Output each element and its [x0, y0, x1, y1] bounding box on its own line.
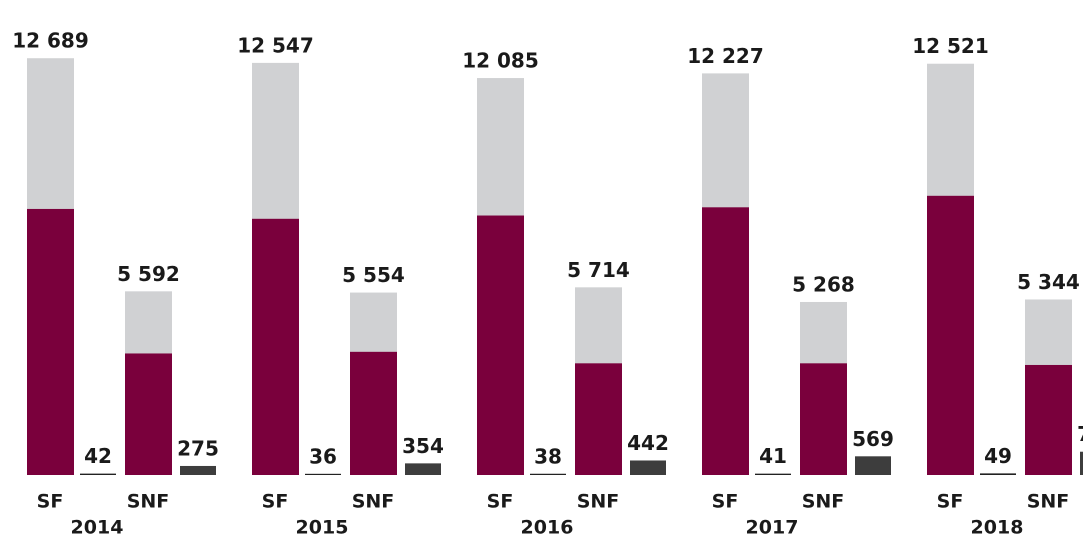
bar: [350, 351, 397, 475]
bar: [980, 473, 1016, 475]
value-label: 41: [759, 444, 787, 468]
value-label: 5 714: [567, 258, 630, 282]
bar: [1080, 451, 1083, 475]
bar-label: SF: [937, 491, 964, 513]
value-label: 5 344: [1017, 270, 1080, 294]
bar: [927, 195, 974, 476]
bar-label: SF: [262, 491, 289, 513]
value-label: 442: [627, 431, 669, 455]
bar: [477, 215, 524, 475]
value-label: 275: [177, 436, 219, 460]
bar: [180, 465, 216, 475]
bar-label: SNF: [352, 491, 395, 513]
bar-label: SF: [712, 491, 739, 513]
bar-label: SNF: [127, 491, 170, 513]
x-tick-label: 2017: [746, 517, 799, 539]
value-label: 5 592: [117, 262, 180, 286]
bar: [855, 456, 891, 475]
bar: [630, 460, 666, 475]
bar: [252, 218, 299, 476]
value-label: 12 085: [462, 49, 539, 73]
bar-label: SF: [487, 491, 514, 513]
bar-label: SNF: [577, 491, 620, 513]
x-tick-label: 2014: [71, 517, 124, 539]
value-label: 36: [309, 444, 337, 468]
value-label: 38: [534, 444, 562, 468]
value-label: 5 268: [792, 272, 855, 296]
bar: [125, 353, 172, 475]
value-label: 49: [984, 444, 1012, 468]
bar: [800, 363, 847, 475]
bar-label: SF: [37, 491, 64, 513]
bar: [575, 363, 622, 475]
value-label: 569: [852, 427, 894, 451]
x-tick-label: 2016: [521, 517, 574, 539]
bar: [1025, 364, 1072, 475]
x-tick-label: 2018: [971, 517, 1024, 539]
bar: [702, 207, 749, 476]
value-label: 12 547: [237, 33, 314, 57]
value-label: 12 689: [12, 29, 89, 53]
bar-label: SNF: [1027, 491, 1070, 513]
value-label: 709: [1077, 422, 1083, 446]
value-label: 42: [84, 444, 112, 468]
bar: [405, 463, 441, 475]
x-tick-label: 2015: [296, 517, 349, 539]
value-label: 12 227: [687, 44, 764, 68]
bar-label: SNF: [802, 491, 845, 513]
bar: [530, 473, 566, 475]
value-label: 354: [402, 434, 444, 458]
value-label: 5 554: [342, 263, 405, 287]
bar: [80, 473, 116, 475]
bar: [305, 473, 341, 475]
value-label: 12 521: [912, 34, 989, 58]
bar: [27, 208, 74, 475]
bar: [755, 473, 791, 475]
